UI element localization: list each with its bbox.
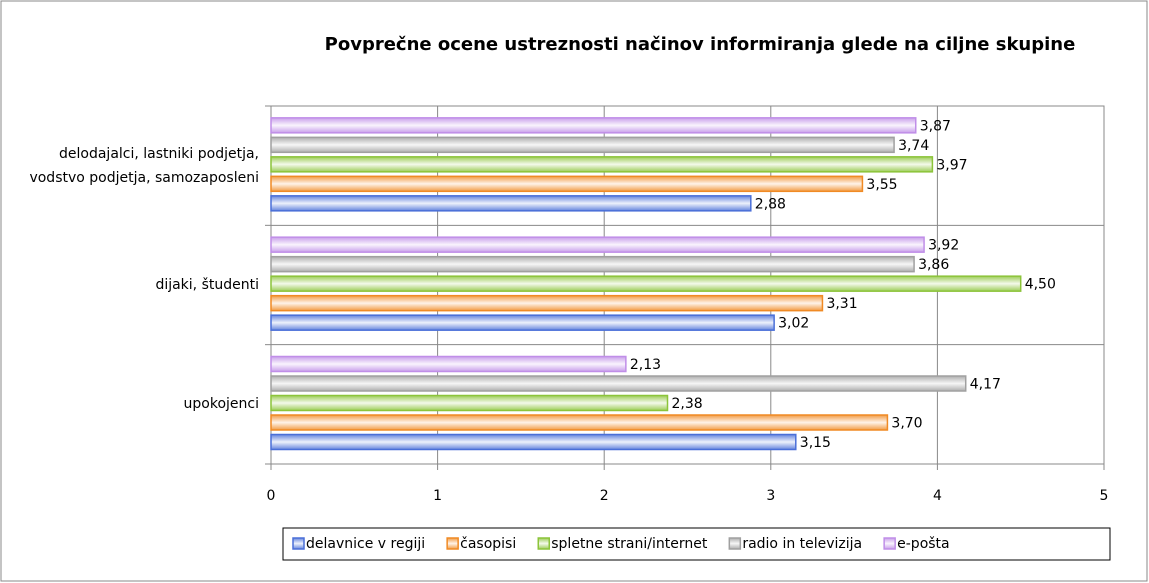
value-label: 2,88 xyxy=(755,196,786,212)
legend-label: delavnice v regiji xyxy=(306,536,425,552)
legend-swatch xyxy=(537,537,550,550)
legend-swatch xyxy=(883,537,896,550)
bar xyxy=(270,414,889,431)
value-label: 3,31 xyxy=(826,296,857,312)
value-label: 3,74 xyxy=(898,138,929,154)
value-label: 3,02 xyxy=(778,316,809,332)
legend-swatch xyxy=(446,537,459,550)
x-tick-label: 0 xyxy=(267,488,276,504)
bar xyxy=(270,355,627,373)
bar xyxy=(270,156,934,173)
value-label: 3,55 xyxy=(866,177,897,193)
value-label: 3,97 xyxy=(936,157,967,173)
bar xyxy=(270,294,824,312)
value-label: 3,87 xyxy=(920,118,951,134)
legend-swatch xyxy=(292,537,305,550)
bar xyxy=(270,375,967,392)
y-tick-label: delodajalci, lastniki podjetja, vodstvo … xyxy=(29,145,259,186)
y-tick-label: dijaki, študenti xyxy=(155,277,259,293)
x-tick-label: 5 xyxy=(1100,488,1109,504)
value-label: 3,70 xyxy=(891,416,922,432)
value-label: 4,50 xyxy=(1025,277,1056,293)
bar xyxy=(270,314,775,331)
value-label: 3,15 xyxy=(800,435,831,451)
value-label: 2,13 xyxy=(630,357,661,373)
x-tick-label: 3 xyxy=(766,488,775,504)
bar xyxy=(270,255,915,273)
x-tick-label: 2 xyxy=(600,488,609,504)
bar xyxy=(270,394,669,412)
legend-label: spletne strani/internet xyxy=(551,536,708,552)
bar xyxy=(270,275,1022,292)
bar xyxy=(270,195,752,212)
value-label: 2,38 xyxy=(672,396,703,412)
y-tick-label: upokojenci xyxy=(183,396,259,413)
bar xyxy=(270,236,925,253)
legend-box xyxy=(282,527,1111,561)
value-label: 4,17 xyxy=(970,377,1001,393)
legend-label: časopisi xyxy=(460,536,516,552)
legend-swatch xyxy=(728,537,742,550)
legend-label: radio in televizija xyxy=(742,536,862,552)
legend-label: e-pošta xyxy=(897,536,949,552)
value-label: 3,92 xyxy=(928,238,959,254)
bar xyxy=(270,433,797,451)
x-tick-label: 1 xyxy=(433,488,442,504)
x-tick-label: 4 xyxy=(933,488,942,504)
bar xyxy=(270,136,895,154)
value-label: 3,86 xyxy=(918,257,949,273)
chart-title: Povprečne ocene ustreznosti načinov info… xyxy=(325,34,1076,55)
bar xyxy=(270,117,917,134)
bar xyxy=(270,175,864,193)
